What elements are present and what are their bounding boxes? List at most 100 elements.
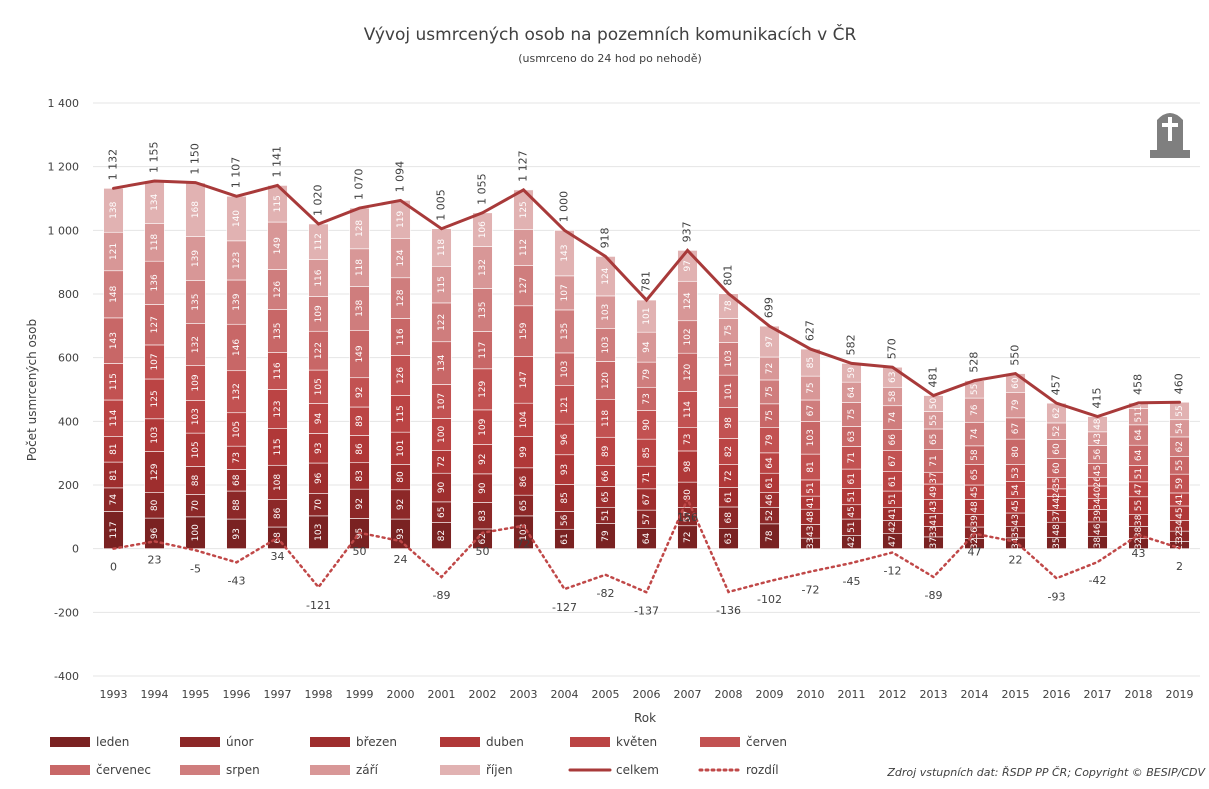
total-label: 1 107 bbox=[230, 157, 243, 189]
segment-label: 125 bbox=[519, 201, 529, 218]
segment-label: 80 bbox=[396, 471, 406, 483]
segment-label: 85 bbox=[806, 357, 816, 368]
legend-label: duben bbox=[486, 735, 524, 749]
difference-label: 50 bbox=[476, 545, 490, 558]
segment-label: 81 bbox=[806, 461, 816, 472]
segment-label: 66 bbox=[601, 470, 611, 482]
legend-swatch bbox=[50, 737, 90, 747]
segment-label: 122 bbox=[314, 342, 324, 359]
segment-label: 52 bbox=[765, 510, 775, 521]
total-label: 582 bbox=[845, 334, 858, 355]
x-tick-label: 2003 bbox=[510, 688, 538, 701]
difference-label: -89 bbox=[433, 589, 451, 602]
segment-label: 67 bbox=[1011, 423, 1021, 434]
segment-label: 159 bbox=[519, 322, 529, 339]
segment-label: 121 bbox=[560, 396, 570, 413]
difference-label: -137 bbox=[634, 604, 659, 617]
difference-label: -89 bbox=[925, 589, 943, 602]
legend-label: leden bbox=[96, 735, 129, 749]
segment-label: 61 bbox=[847, 473, 857, 484]
segment-label: 70 bbox=[191, 500, 201, 512]
segment-label: 127 bbox=[519, 277, 529, 294]
legend-swatch bbox=[180, 765, 220, 775]
segment-label: 108 bbox=[273, 474, 283, 491]
difference-label: -82 bbox=[597, 587, 615, 600]
segment-label: 42 bbox=[847, 536, 857, 547]
segment-label: 79 bbox=[765, 434, 775, 446]
segment-label: 116 bbox=[273, 362, 283, 379]
segment-label: 45 bbox=[847, 506, 857, 517]
segment-label: 103 bbox=[724, 350, 734, 367]
segment-label: 67 bbox=[806, 405, 816, 416]
segment-label: 105 bbox=[191, 441, 201, 458]
segment-label: 79 bbox=[601, 530, 611, 542]
segment-label: 126 bbox=[396, 367, 406, 384]
segment-label: 149 bbox=[355, 345, 365, 362]
segment-label: 65 bbox=[601, 491, 611, 502]
segment-label: 75 bbox=[724, 325, 734, 336]
segment-label: 121 bbox=[109, 243, 119, 260]
segment-label: 112 bbox=[314, 233, 324, 250]
segment-label: 83 bbox=[355, 470, 365, 481]
segment-label: 56 bbox=[560, 514, 570, 526]
segment-label: 63 bbox=[724, 533, 734, 544]
segment-label: 136 bbox=[150, 274, 160, 291]
legend-label: květen bbox=[616, 735, 657, 749]
segment-label: 134 bbox=[150, 193, 160, 210]
x-tick-label: 2007 bbox=[674, 688, 702, 701]
segment-label: 103 bbox=[150, 427, 160, 444]
legend-label: říjen bbox=[486, 763, 513, 777]
segment-label: 115 bbox=[437, 276, 447, 293]
segment-label: 64 bbox=[1134, 429, 1144, 441]
segment-label: 45 bbox=[1175, 507, 1185, 518]
x-tick-label: 2015 bbox=[1002, 688, 1030, 701]
segment-label: 49 bbox=[929, 486, 939, 498]
x-tick-label: 2002 bbox=[469, 688, 497, 701]
segment-label: 80 bbox=[683, 489, 693, 501]
legend-swatch bbox=[440, 765, 480, 775]
segment-label: 88 bbox=[232, 499, 242, 511]
difference-label: 24 bbox=[394, 553, 408, 566]
segment-label: 81 bbox=[109, 469, 119, 480]
x-tick-label: 2013 bbox=[920, 688, 948, 701]
segment-label: 90 bbox=[437, 482, 447, 494]
segment-label: 146 bbox=[232, 339, 242, 356]
segment-label: 148 bbox=[109, 285, 119, 302]
segment-label: 125 bbox=[150, 390, 160, 407]
x-tick-label: 2001 bbox=[428, 688, 456, 701]
segment-label: 115 bbox=[273, 438, 283, 455]
legend-swatch bbox=[180, 737, 220, 747]
segment-label: 59 bbox=[847, 367, 857, 379]
segment-label: 35 bbox=[1052, 478, 1062, 489]
total-label: 627 bbox=[804, 320, 817, 341]
total-label: 550 bbox=[1009, 345, 1022, 366]
segment-label: 42 bbox=[888, 521, 898, 532]
segment-label: 132 bbox=[232, 383, 242, 400]
segment-label: 63 bbox=[847, 431, 857, 442]
segment-label: 48 bbox=[806, 511, 816, 523]
difference-label: -72 bbox=[802, 584, 820, 597]
legend-label: srpen bbox=[226, 763, 260, 777]
segment-label: 120 bbox=[601, 372, 611, 389]
segment-label: 63 bbox=[888, 372, 898, 383]
segment-label: 46 bbox=[1093, 523, 1103, 535]
x-tick-label: 1993 bbox=[100, 688, 128, 701]
segment-label: 147 bbox=[519, 371, 529, 388]
segment-label: 115 bbox=[109, 373, 119, 390]
segment-label: 73 bbox=[642, 393, 652, 404]
segment-label: 93 bbox=[396, 528, 406, 539]
segment-label: 78 bbox=[724, 300, 734, 312]
segment-label: 43 bbox=[1011, 514, 1021, 525]
segment-label: 64 bbox=[847, 386, 857, 398]
total-label: 699 bbox=[763, 297, 776, 318]
segment-label: 129 bbox=[478, 380, 488, 397]
segment-label: 81 bbox=[109, 443, 119, 454]
segment-label: 65 bbox=[519, 500, 529, 511]
segment-label: 103 bbox=[601, 304, 611, 321]
segment-label: 116 bbox=[314, 269, 324, 286]
segment-label: 32 bbox=[970, 538, 980, 549]
segment-label: 43 bbox=[929, 501, 939, 512]
segment-label: 75 bbox=[806, 382, 816, 393]
x-tick-label: 1998 bbox=[305, 688, 333, 701]
